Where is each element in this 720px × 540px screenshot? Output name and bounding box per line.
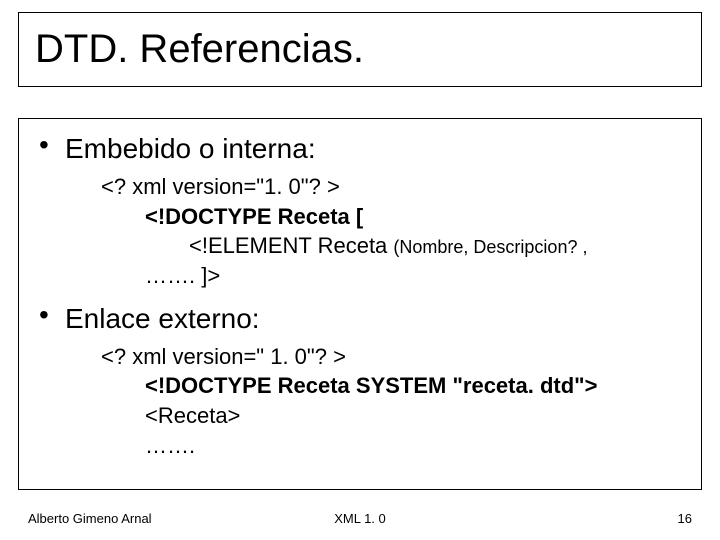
bullet-item-2: Enlace externo: <? xml version=" 1. 0"? …	[29, 301, 691, 461]
slide-title: DTD. Referencias.	[35, 27, 685, 72]
code-line: <? xml version=" 1. 0"? >	[101, 342, 691, 372]
code-line: <Receta>	[101, 401, 691, 431]
footer-center: XML 1. 0	[0, 511, 720, 526]
code-block-2: <? xml version=" 1. 0"? > <!DOCTYPE Rece…	[101, 342, 691, 461]
body-container: Embebido o interna: <? xml version="1. 0…	[18, 118, 702, 490]
code-line: <!DOCTYPE Receta SYSTEM "receta. dtd">	[101, 371, 691, 401]
code-line: <!DOCTYPE Receta [	[101, 202, 691, 232]
footer-page-number: 16	[678, 511, 692, 526]
code-line: <!ELEMENT Receta (Nombre, Descripcion? ,	[101, 231, 691, 261]
code-line: ……. ]>	[101, 261, 691, 291]
code-block-1: <? xml version="1. 0"? > <!DOCTYPE Recet…	[101, 172, 691, 291]
slide: DTD. Referencias. Embebido o interna: <?…	[0, 0, 720, 540]
code-line: <? xml version="1. 0"? >	[101, 172, 691, 202]
bullet-item-1: Embebido o interna: <? xml version="1. 0…	[29, 131, 691, 291]
bullet-list: Embebido o interna: <? xml version="1. 0…	[29, 131, 691, 461]
section2-heading: Enlace externo:	[65, 301, 691, 336]
section1-heading: Embebido o interna:	[65, 131, 691, 166]
code-text: <!ELEMENT Receta	[189, 233, 393, 258]
code-text-small: (Nombre, Descripcion? ,	[393, 237, 587, 257]
title-container: DTD. Referencias.	[18, 12, 702, 87]
code-line: …….	[101, 431, 691, 461]
